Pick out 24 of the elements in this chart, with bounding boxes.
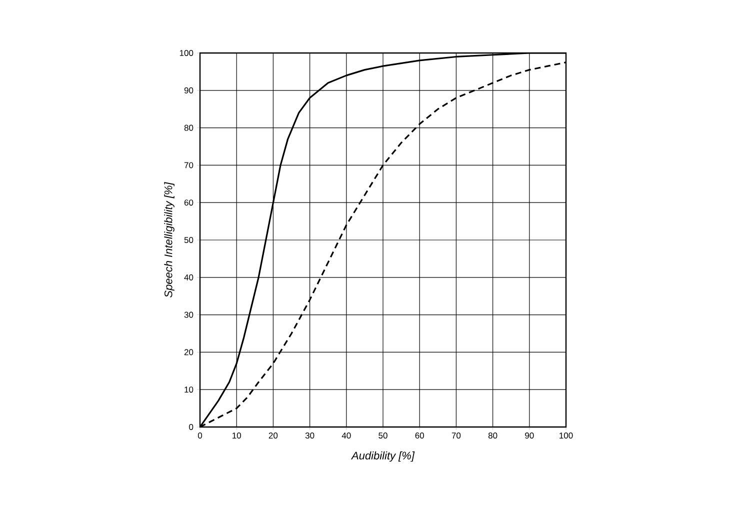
y-tick-label: 40 xyxy=(184,274,194,280)
y-tick-label: 30 xyxy=(184,312,194,318)
x-tick-label: 50 xyxy=(378,432,388,439)
y-tick-label: 10 xyxy=(184,386,194,393)
y-tick-label: 50 xyxy=(184,236,194,243)
x-tick-label: 70 xyxy=(452,432,461,439)
x-axis-title: Audibility [%] xyxy=(350,451,415,462)
x-tick-label: 60 xyxy=(415,432,424,439)
y-tick-label: 80 xyxy=(184,124,194,131)
x-tick-label: 80 xyxy=(488,432,498,439)
y-tick-label: 60 xyxy=(184,200,194,206)
x-tick-label: 40 xyxy=(342,432,351,439)
x-tick-label: 0 xyxy=(198,432,202,439)
y-tick-label: 100 xyxy=(180,50,194,56)
x-tick-label: 30 xyxy=(305,432,314,439)
y-tick-label: 0 xyxy=(189,424,194,430)
y-tick-label: 70 xyxy=(184,162,194,168)
y-tick-label: 20 xyxy=(184,349,194,356)
x-tick-label: 10 xyxy=(232,432,241,439)
x-tick-label: 90 xyxy=(525,432,534,439)
y-axis-title: Speech Intelligibility [%] xyxy=(164,182,174,298)
x-tick-label: 20 xyxy=(268,432,278,439)
x-tick-label: 100 xyxy=(560,432,573,439)
y-tick-label: 90 xyxy=(184,87,194,94)
